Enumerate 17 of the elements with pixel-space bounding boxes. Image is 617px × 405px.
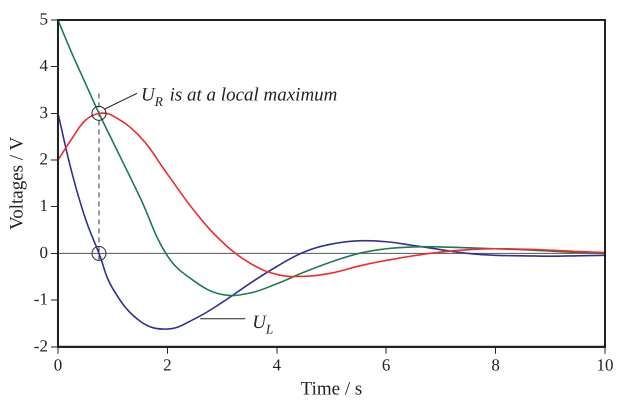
y-tick-label: 1 (39, 196, 48, 216)
x-tick-label: 8 (491, 355, 500, 374)
y-tick-label: 0 (39, 242, 48, 262)
y-axis-title: Voltages / V (6, 136, 28, 230)
x-axis-title: Time / s (300, 378, 362, 400)
line-series (58, 20, 605, 296)
x-tick-label: 0 (54, 355, 62, 374)
x-tick-label: 2 (163, 355, 172, 374)
y-tick-label: 4 (39, 56, 48, 76)
x-tick-label: 4 (272, 355, 282, 374)
x-tick-label: 10 (596, 355, 614, 374)
y-tick-label: 3 (39, 102, 48, 122)
x-tick-label: 6 (382, 355, 390, 374)
y-tick-label: 5 (39, 9, 48, 28)
y-tick-label: -1 (34, 290, 48, 309)
y-tick-label: -2 (34, 336, 48, 356)
y-tick-label: 2 (39, 150, 48, 169)
